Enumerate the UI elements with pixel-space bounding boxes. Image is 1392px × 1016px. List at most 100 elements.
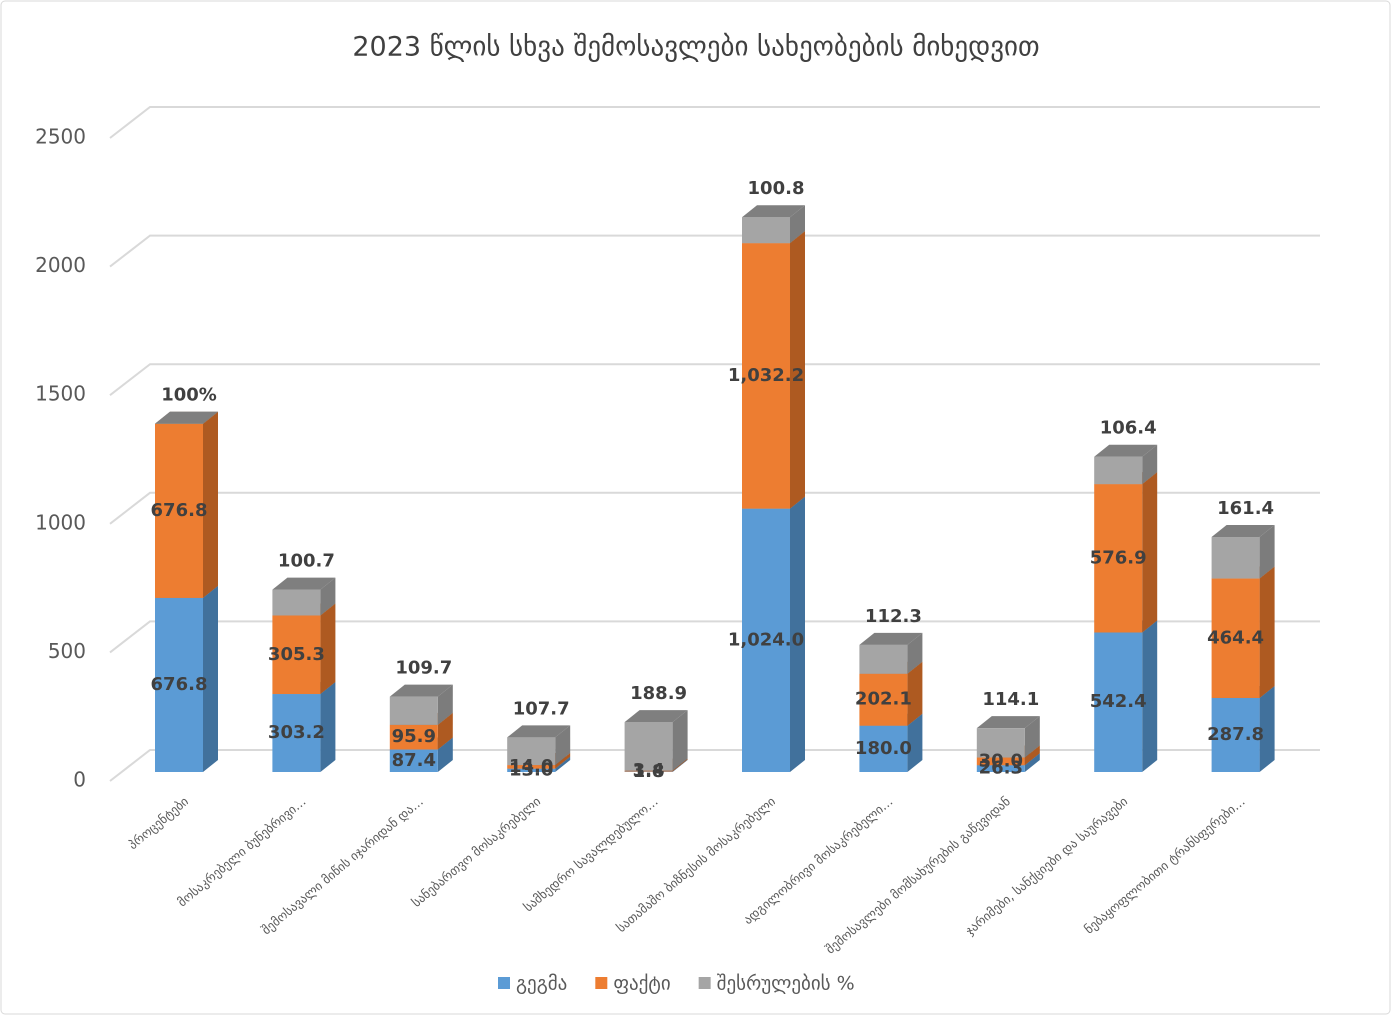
bar-side: [1259, 685, 1275, 772]
bar-front: [389, 749, 438, 772]
bar-side: [203, 585, 218, 772]
data-label: 30.0: [979, 750, 1023, 771]
bar-side: [907, 713, 923, 772]
data-label: 676.8: [151, 500, 208, 521]
bar-segment: [155, 411, 218, 424]
grid-line: [109, 234, 1320, 268]
bar-side: [555, 756, 571, 772]
data-label: 464.4: [1207, 627, 1264, 648]
bar-side: [1259, 566, 1275, 698]
bar-side: [1142, 472, 1158, 633]
data-label: 287.8: [1207, 724, 1264, 745]
bar-side: [203, 411, 218, 424]
bar-front: [389, 724, 438, 750]
legend-swatch: [498, 977, 510, 989]
bar-front: [272, 694, 321, 772]
data-label: 1.8: [633, 761, 665, 782]
data-label: 114.1: [982, 689, 1039, 710]
bar-segment: [859, 632, 923, 674]
bar-front: [507, 737, 556, 766]
bar-front: [624, 770, 673, 772]
bar-side: [672, 758, 688, 772]
grid-line: [109, 749, 1320, 782]
bar-top: [976, 716, 1040, 729]
bar-side: [672, 710, 688, 771]
legend-label: ფაქტი: [613, 973, 670, 995]
bar-side: [1024, 716, 1040, 758]
bar-segment: [976, 716, 1040, 758]
bar-side: [320, 682, 336, 772]
bar-front: [976, 765, 1025, 772]
bar-side: [672, 759, 688, 772]
bar-top: [1094, 444, 1158, 457]
bar-segment: [1211, 525, 1275, 579]
bar-segment: [742, 496, 805, 772]
bar-side: [1024, 753, 1040, 772]
bar-side: [437, 684, 453, 725]
bar-top: [624, 710, 688, 723]
bar-side: [1142, 620, 1158, 772]
bar-side: [203, 411, 218, 598]
bar-side: [555, 725, 571, 766]
bar-segment: [389, 684, 453, 725]
bar-side: [790, 496, 805, 772]
data-label: 3.4: [633, 760, 665, 781]
bar-segment: [624, 710, 688, 771]
bar-side: [790, 231, 805, 509]
bar-front: [272, 589, 321, 616]
data-label: 100.8: [748, 178, 805, 199]
bar-front: [155, 597, 203, 772]
bar-side: [790, 205, 805, 244]
y-tick-label: 500: [48, 639, 86, 663]
bar-segment: [272, 577, 336, 616]
y-tick-label: 2000: [35, 253, 86, 277]
bar-side: [907, 661, 923, 726]
bar-segment: [742, 231, 805, 509]
legend-swatch: [698, 977, 711, 989]
data-label: 576.9: [1090, 547, 1147, 568]
data-label: 106.4: [1100, 418, 1157, 439]
grid-line: [109, 491, 1320, 525]
bar-front: [742, 508, 790, 772]
bar-front: [976, 728, 1025, 758]
bar-front: [507, 765, 556, 769]
chart-title: 2023 წლის სხვა შემოსავლები სახეობების მი…: [352, 32, 1039, 63]
bar-top: [155, 411, 218, 424]
data-label: 303.2: [268, 722, 325, 743]
grid-line: [109, 363, 1320, 396]
bar-front: [389, 696, 438, 725]
bar-front: [742, 243, 790, 509]
bar-front: [272, 615, 321, 695]
data-label: 188.9: [630, 683, 687, 704]
data-label: 676.8: [151, 674, 208, 695]
bar-top: [1211, 525, 1275, 538]
bar-top: [272, 577, 336, 590]
bar-front: [1094, 632, 1143, 772]
bar-side: [320, 603, 336, 695]
bar-top: [507, 725, 571, 738]
data-label: 100%: [161, 385, 217, 406]
bar-segment: [742, 205, 805, 244]
bar-side: [437, 712, 453, 750]
legend-swatch: [595, 977, 608, 989]
bar-front: [742, 217, 790, 244]
bar-side: [1142, 444, 1158, 485]
bar-top: [859, 632, 923, 645]
data-label: 107.7: [513, 698, 570, 719]
data-label: 305.3: [268, 644, 325, 665]
data-label: 112.3: [865, 606, 922, 627]
legend-label: გეგმა: [516, 973, 567, 995]
bar-side: [437, 737, 453, 772]
data-label: 180.0: [855, 738, 912, 759]
grid-line: [109, 106, 1320, 139]
bar-front: [859, 725, 908, 772]
bar-side: [1259, 525, 1275, 579]
data-label: 161.4: [1217, 498, 1274, 519]
bar-front: [1094, 484, 1143, 633]
bar-top: [389, 684, 453, 697]
bar-side: [320, 577, 336, 616]
data-label: 100.7: [278, 551, 335, 572]
bar-side: [1024, 745, 1040, 766]
y-tick-label: 2500: [35, 125, 86, 149]
